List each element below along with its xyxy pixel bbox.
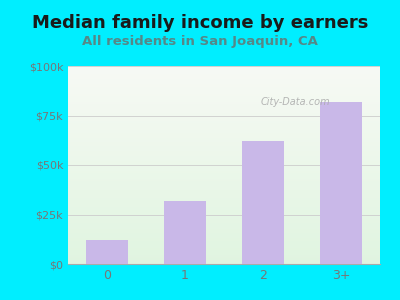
Text: Median family income by earners: Median family income by earners — [32, 14, 368, 32]
Bar — [242, 141, 284, 264]
Text: City-Data.com: City-Data.com — [261, 97, 330, 106]
Bar — [164, 201, 206, 264]
Bar — [320, 102, 362, 264]
Text: All residents in San Joaquin, CA: All residents in San Joaquin, CA — [82, 34, 318, 47]
Bar — [86, 240, 128, 264]
